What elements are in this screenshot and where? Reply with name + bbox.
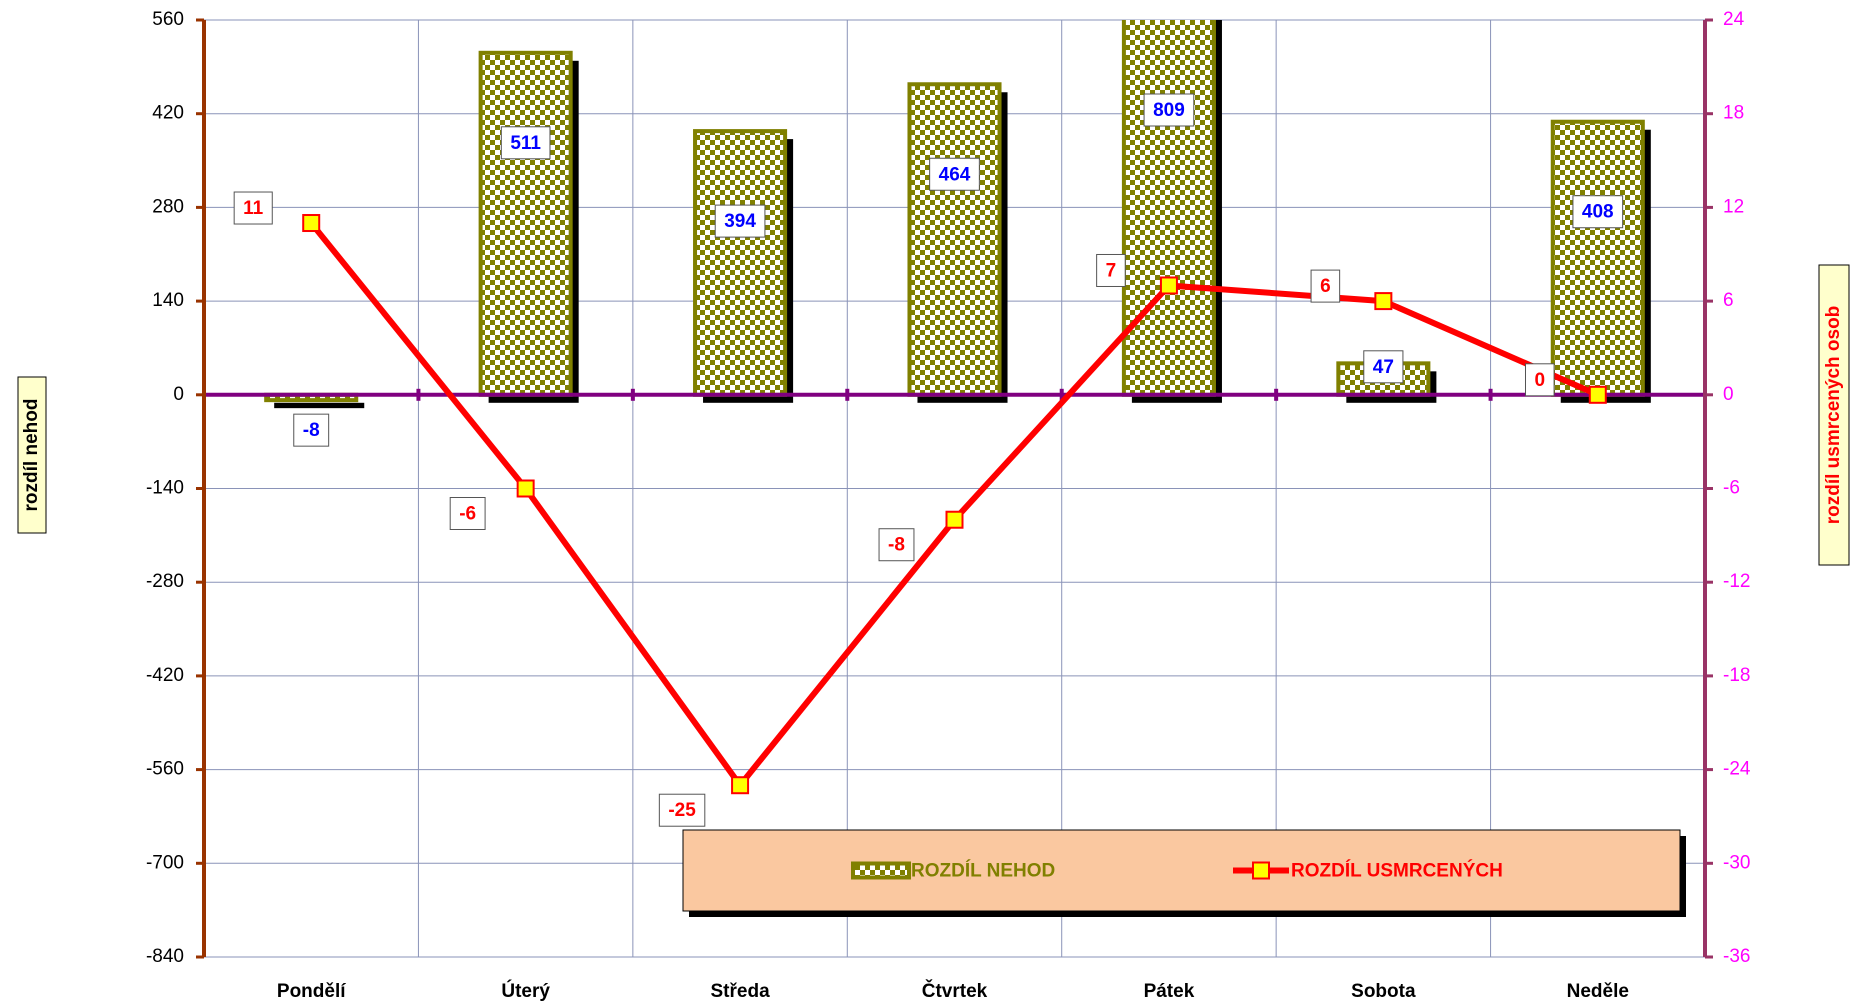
line-marker bbox=[516, 479, 535, 498]
data-label-box bbox=[1310, 269, 1341, 303]
data-label-box bbox=[449, 497, 486, 530]
data-label-text: 47 bbox=[1373, 357, 1394, 378]
y2-axis-title-group: rozdíl usmrcených osob bbox=[1818, 264, 1850, 566]
data-label-text: 11 bbox=[243, 198, 264, 219]
y2-tick-label: -18 bbox=[1723, 665, 1750, 686]
data-label-box bbox=[293, 413, 330, 447]
line-marker bbox=[1374, 292, 1393, 311]
y-tick-label: 0 bbox=[173, 384, 184, 405]
y2-tick-label: 12 bbox=[1723, 196, 1744, 217]
data-label-text: 408 bbox=[1582, 202, 1614, 223]
bar bbox=[907, 82, 1002, 397]
y2-axis-title-box bbox=[1818, 264, 1850, 566]
legend-label: ROZDÍL NEHOD bbox=[911, 860, 1055, 882]
line-marker bbox=[731, 776, 750, 795]
data-label-text: -8 bbox=[303, 420, 320, 441]
data-label-box bbox=[878, 528, 915, 562]
y2-tick-label: -24 bbox=[1723, 759, 1751, 780]
data-label-box bbox=[1572, 195, 1624, 229]
line-marker bbox=[1159, 276, 1178, 295]
data-label-text: 809 bbox=[1153, 100, 1185, 121]
y-axis-title-group: rozdíl nehod bbox=[17, 376, 47, 534]
y2-tick-label: 0 bbox=[1723, 384, 1734, 405]
data-label: 47 bbox=[1363, 350, 1404, 384]
y2-tick-label: 18 bbox=[1723, 103, 1744, 124]
data-label-box bbox=[500, 126, 551, 160]
data-label-text: 7 bbox=[1106, 260, 1117, 281]
bar bbox=[1121, 20, 1216, 397]
data-label: 809 bbox=[1143, 93, 1195, 127]
data-label: 6 bbox=[1310, 269, 1341, 303]
x-tick-label: Úterý bbox=[501, 980, 550, 1002]
data-label-text: -25 bbox=[668, 800, 696, 821]
data-label-text: 511 bbox=[510, 133, 541, 154]
data-label: 511 bbox=[500, 126, 551, 160]
data-label: 0 bbox=[1524, 363, 1555, 397]
data-label-box bbox=[658, 793, 706, 827]
x-tick-label: Pátek bbox=[1144, 981, 1195, 1002]
bar bbox=[1550, 119, 1645, 397]
y-tick-label: -420 bbox=[146, 665, 184, 686]
data-label: -8 bbox=[293, 413, 330, 447]
y2-axis-title: rozdíl usmrcených osob bbox=[1823, 306, 1844, 525]
data-label-box bbox=[1143, 93, 1195, 127]
data-label-text: 0 bbox=[1534, 370, 1545, 391]
data-label: 7 bbox=[1096, 253, 1126, 287]
y-tick-label: 140 bbox=[152, 290, 184, 311]
y-axis-title-box bbox=[17, 376, 47, 534]
y-tick-label: -280 bbox=[146, 571, 184, 592]
y-tick-label: -560 bbox=[146, 759, 184, 780]
y2-tick-label: -6 bbox=[1723, 478, 1740, 499]
data-label: -25 bbox=[658, 793, 706, 827]
legend bbox=[682, 829, 1681, 912]
data-label-box bbox=[714, 204, 766, 238]
data-label-box bbox=[929, 157, 980, 191]
x-tick-label: Neděle bbox=[1567, 981, 1629, 1002]
x-tick-label: Čtvrtek bbox=[922, 980, 988, 1002]
data-label: 394 bbox=[714, 204, 766, 238]
data-label-box bbox=[233, 191, 273, 225]
data-label: 11 bbox=[233, 191, 273, 225]
data-label-box bbox=[1524, 363, 1555, 397]
y2-tick-label: -36 bbox=[1723, 946, 1750, 967]
y-tick-label: -140 bbox=[146, 478, 184, 499]
data-label-text: 6 bbox=[1320, 276, 1331, 297]
bar-shadow bbox=[274, 402, 365, 409]
data-label-box bbox=[1363, 350, 1404, 384]
data-label-text: 464 bbox=[939, 164, 971, 185]
data-label: 464 bbox=[929, 157, 980, 191]
y2-tick-label: -30 bbox=[1723, 852, 1750, 873]
y-tick-label: -840 bbox=[146, 946, 184, 967]
data-label: 408 bbox=[1572, 195, 1624, 229]
data-label: -8 bbox=[878, 528, 915, 562]
y2-tick-label: 24 bbox=[1723, 9, 1745, 30]
y-tick-label: 420 bbox=[152, 103, 184, 124]
line-marker bbox=[945, 510, 964, 529]
y-tick-label: 280 bbox=[152, 196, 184, 217]
legend-swatch bbox=[851, 861, 911, 880]
data-label-box bbox=[1096, 253, 1126, 287]
line-marker bbox=[1588, 385, 1607, 404]
bar bbox=[693, 129, 788, 397]
line-marker bbox=[302, 214, 321, 233]
y-tick-label: 560 bbox=[152, 9, 184, 30]
data-label-text: -8 bbox=[888, 535, 905, 556]
data-label-text: 394 bbox=[724, 211, 756, 232]
x-tick-label: Pondělí bbox=[277, 981, 346, 1002]
data-label-text: -6 bbox=[459, 504, 476, 525]
legend-label: ROZDÍL USMRCENÝCH bbox=[1291, 860, 1503, 882]
data-label: -6 bbox=[449, 497, 486, 530]
y2-tick-label: 6 bbox=[1723, 290, 1734, 311]
bar bbox=[478, 50, 573, 397]
y2-tick-label: -12 bbox=[1723, 571, 1750, 592]
legend-swatch-marker bbox=[1252, 861, 1270, 880]
x-tick-label: Sobota bbox=[1351, 981, 1416, 1002]
x-tick-label: Středa bbox=[711, 981, 771, 1002]
plot-area bbox=[264, 20, 1651, 409]
y-axis-title: rozdíl nehod bbox=[21, 399, 42, 512]
y-tick-label: -700 bbox=[146, 852, 184, 873]
